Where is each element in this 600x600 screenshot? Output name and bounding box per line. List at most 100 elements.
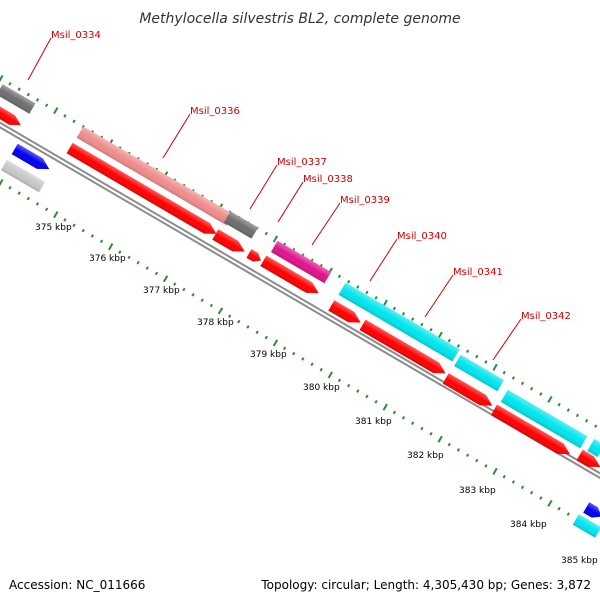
major-tick [53, 107, 59, 115]
minor-tick [255, 330, 259, 335]
minor-tick [539, 392, 543, 396]
minor-tick [310, 362, 314, 367]
tick-label: 381 kbp [355, 417, 392, 427]
gene-label-msil-0334: Msil_0334 [51, 30, 101, 41]
gene-msil-0341 [454, 354, 504, 392]
tick-label: 384 kbp [510, 520, 547, 530]
major-tick [437, 435, 443, 443]
minor-tick [264, 335, 268, 340]
minor-tick [392, 410, 397, 415]
tick-labels: 375 kbp 376 kbp 377 kbp 378 kbp 379 kbp … [35, 223, 598, 566]
tick-label: 375 kbp [35, 223, 72, 233]
minor-tick [374, 295, 378, 300]
minor-tick [347, 383, 351, 388]
minor-tick [191, 293, 195, 297]
minor-tick [72, 119, 76, 124]
minor-tick [282, 346, 287, 351]
gene-msil-0340 [338, 282, 460, 362]
inner-tick-ring [0, 178, 598, 532]
minor-tick [411, 317, 415, 321]
gene-label-callouts: Msil_0334 Msil_0336 Msil_0337 Msil_0338 … [27, 30, 571, 361]
minor-tick [63, 114, 67, 118]
minor-tick [447, 442, 451, 447]
minor-tick [575, 413, 580, 418]
minor-tick [356, 285, 360, 289]
gene-msil-0338-strand [246, 249, 262, 262]
gene-msil-0336-strand [66, 142, 217, 234]
minor-tick [420, 426, 424, 431]
major-tick [492, 363, 498, 371]
minor-tick [557, 506, 561, 511]
minor-tick [154, 271, 159, 276]
minor-tick [35, 202, 40, 206]
major-tick [382, 299, 388, 307]
tick-label: 377 kbp [143, 286, 180, 296]
minor-tick [401, 416, 406, 420]
gene-gray-inner [0, 159, 46, 193]
major-tick [53, 211, 59, 219]
gene-msil-0334 [0, 84, 36, 114]
map-title: Methylocella silvestris BL2, complete ge… [139, 11, 460, 27]
minor-tick [17, 191, 21, 196]
minor-tick [594, 424, 598, 428]
major-tick [0, 178, 4, 187]
minor-tick [520, 381, 525, 386]
minor-tick [45, 103, 49, 108]
major-tick [0, 74, 4, 83]
minor-tick [182, 287, 186, 292]
minor-tick [209, 303, 213, 308]
major-tick [382, 403, 388, 411]
minor-tick [511, 480, 515, 484]
tick-label: 385 kbp [561, 556, 598, 566]
minor-tick [530, 490, 534, 495]
minor-tick [429, 328, 433, 332]
minor-tick [584, 418, 589, 423]
minor-tick [447, 338, 451, 343]
minor-tick [337, 274, 342, 279]
minor-tick [566, 512, 570, 516]
gene-label-msil-0341: Msil_0341 [453, 267, 503, 278]
gene-label-msil-0336: Msil_0336 [190, 106, 240, 117]
major-tick [272, 235, 279, 243]
gene-msil-0337-strand [212, 229, 245, 252]
minor-tick [127, 255, 131, 260]
tick-label: 378 kbp [197, 318, 234, 328]
minor-tick [63, 218, 67, 222]
genome-summary-text: Topology: circular; Length: 4,305,430 bp… [261, 578, 591, 592]
minor-tick [566, 408, 570, 412]
minor-tick [200, 298, 204, 302]
major-tick [108, 243, 114, 251]
major-tick [327, 371, 333, 379]
minor-tick [401, 312, 406, 316]
minor-tick [456, 344, 461, 348]
minor-tick [365, 394, 369, 399]
gene-msil-0343-strand [490, 404, 570, 455]
major-tick [547, 395, 553, 403]
minor-tick [539, 496, 543, 500]
gene-label-msil-0338: Msil_0338 [303, 174, 353, 185]
minor-tick [347, 279, 351, 284]
minor-tick [264, 231, 268, 236]
minor-tick [411, 421, 415, 425]
minor-tick [301, 357, 305, 361]
gene-msil-0340-strand [328, 300, 361, 323]
accession-text: Accession: NC_011666 [9, 578, 146, 592]
gene-blue-lower [583, 502, 600, 518]
major-tick [217, 307, 224, 315]
minor-tick [136, 260, 140, 265]
gene-msil-0342 [500, 389, 588, 449]
minor-tick [8, 82, 12, 86]
minor-tick [99, 239, 104, 244]
minor-tick [475, 458, 479, 463]
minor-tick [81, 228, 85, 233]
minor-tick [173, 282, 177, 286]
minor-tick [145, 266, 149, 270]
minor-tick [484, 464, 488, 468]
minor-tick [429, 432, 433, 436]
minor-tick [356, 389, 360, 393]
minor-tick [90, 234, 95, 238]
minor-tick [246, 325, 250, 329]
minor-tick [26, 92, 30, 97]
minor-tick [502, 474, 506, 479]
